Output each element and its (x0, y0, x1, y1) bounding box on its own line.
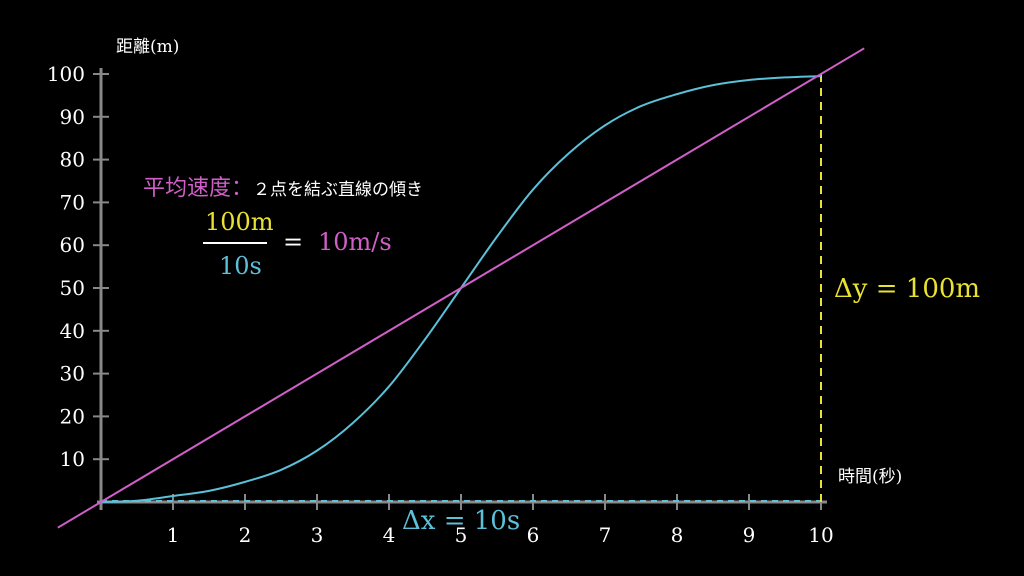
axes (97, 68, 827, 510)
average-speed-heading: 平均速度： (143, 176, 254, 201)
average-speed-description: ２点を結ぶ直線の傾き (253, 180, 424, 200)
y-tick-label: 10 (60, 447, 85, 471)
average-speed-result: 10m/s (318, 228, 392, 256)
x-tick-label: 5 (455, 523, 468, 547)
delta-y-label: Δy = 100m (834, 274, 981, 304)
x-tick-label: 9 (743, 523, 756, 547)
fraction-denominator: 10s (219, 252, 262, 280)
y-tick-label: 40 (60, 319, 85, 343)
fraction-bar (203, 242, 267, 244)
average-speed-title: 平均速度：２点を結ぶ直線の傾き (143, 170, 423, 202)
x-tick-label: 10 (808, 523, 833, 547)
x-tick-label: 1 (167, 523, 180, 547)
y-tick-label: 50 (60, 276, 85, 300)
delta-x-label: Δx = 10s (402, 506, 521, 536)
x-axis-label: 時間(秒) (838, 467, 903, 487)
guide-lines (101, 74, 822, 502)
y-tick-label: 20 (60, 404, 85, 428)
y-axis-label: 距離(m) (116, 37, 180, 57)
equals-sign: = (283, 228, 304, 256)
y-tick-label: 100 (47, 62, 85, 86)
y-tick-label: 60 (60, 233, 85, 257)
x-tick-label: 8 (671, 523, 684, 547)
y-tick-label: 70 (60, 190, 85, 214)
x-tick-label: 4 (383, 523, 396, 547)
y-tick-label: 90 (60, 105, 85, 129)
y-tick-label: 30 (60, 362, 85, 386)
x-tick-label: 7 (599, 523, 612, 547)
ticks: 1 2 3 4 5 6 7 8 9 10 10 20 30 40 50 60 70 80 90 100 (47, 62, 834, 547)
average-speed-line (57, 47, 865, 529)
fraction-numerator: 100m (205, 208, 274, 236)
x-tick-label: 3 (311, 523, 324, 547)
x-tick-label: 2 (239, 523, 252, 547)
series-lines (57, 47, 865, 529)
x-tick-label: 6 (527, 523, 540, 547)
y-tick-label: 80 (60, 148, 85, 172)
